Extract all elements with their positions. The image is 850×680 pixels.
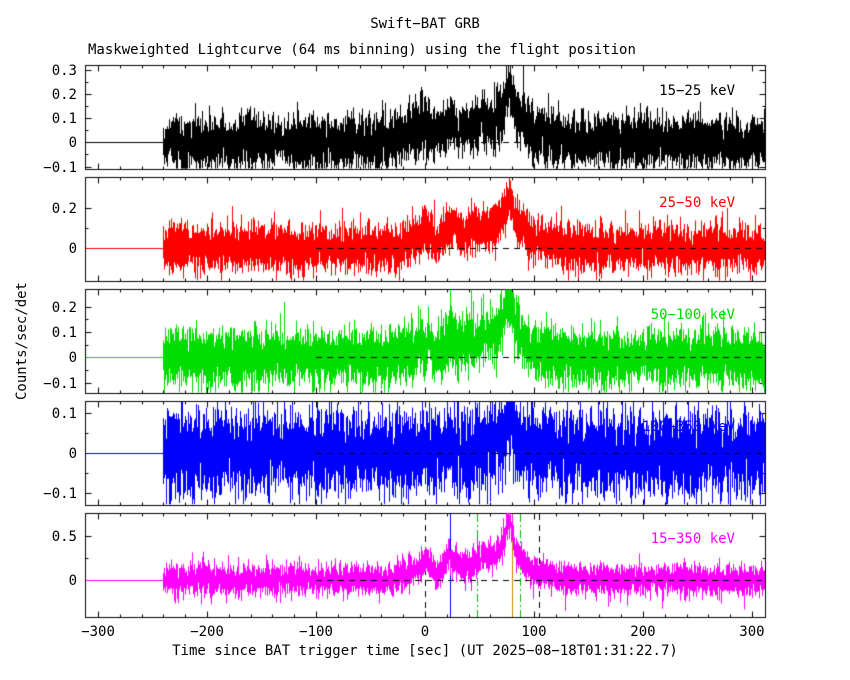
x-tick-label: −300: [81, 624, 115, 640]
x-tick-label: 0: [420, 624, 430, 640]
y-tick-label: 0.1: [51, 110, 77, 127]
x-tick-label: 100: [521, 624, 547, 640]
y-tick-label: 0: [68, 240, 77, 257]
y-tick-label: 0.1: [51, 324, 77, 341]
band-label-15−25keV: 15−25 keV: [659, 83, 735, 99]
y-tick-label: 0: [68, 572, 77, 589]
band-label-25−50keV: 25−50 keV: [659, 195, 735, 211]
y-tick-label: −0.1: [43, 375, 77, 392]
y-axis-label: Counts/sec/det: [14, 282, 30, 401]
x-tick-label: −200: [190, 624, 224, 640]
y-tick-label: 0.2: [51, 86, 77, 103]
y-tick-label: 0: [68, 349, 77, 366]
y-tick-label: 0.2: [51, 200, 77, 217]
y-tick-label: −0.1: [43, 485, 77, 502]
x-tick-label: −100: [299, 624, 333, 640]
x-tick-label: 300: [739, 624, 765, 640]
y-tick-label: 0: [68, 445, 77, 462]
y-tick-label: 0.1: [51, 405, 77, 422]
band-label-50−100keV: 50−100 keV: [650, 307, 735, 323]
y-tick-label: −0.1: [43, 159, 77, 176]
band-label-100−350keV: 100−350 keV: [642, 419, 735, 435]
y-tick-label: 0.3: [51, 62, 77, 79]
figure-title: Swift−BAT GRB: [370, 16, 480, 32]
x-axis-label: Time since BAT trigger time [sec] (UT 20…: [172, 643, 678, 659]
figure-subtitle: Maskweighted Lightcurve (64 ms binning) …: [88, 42, 636, 58]
x-tick-label: 200: [630, 624, 656, 640]
y-tick-label: 0: [68, 134, 77, 151]
y-tick-label: 0.5: [51, 528, 77, 545]
y-tick-label: 0.2: [51, 299, 77, 316]
band-label-15−350keV: 15−350 keV: [650, 531, 735, 547]
